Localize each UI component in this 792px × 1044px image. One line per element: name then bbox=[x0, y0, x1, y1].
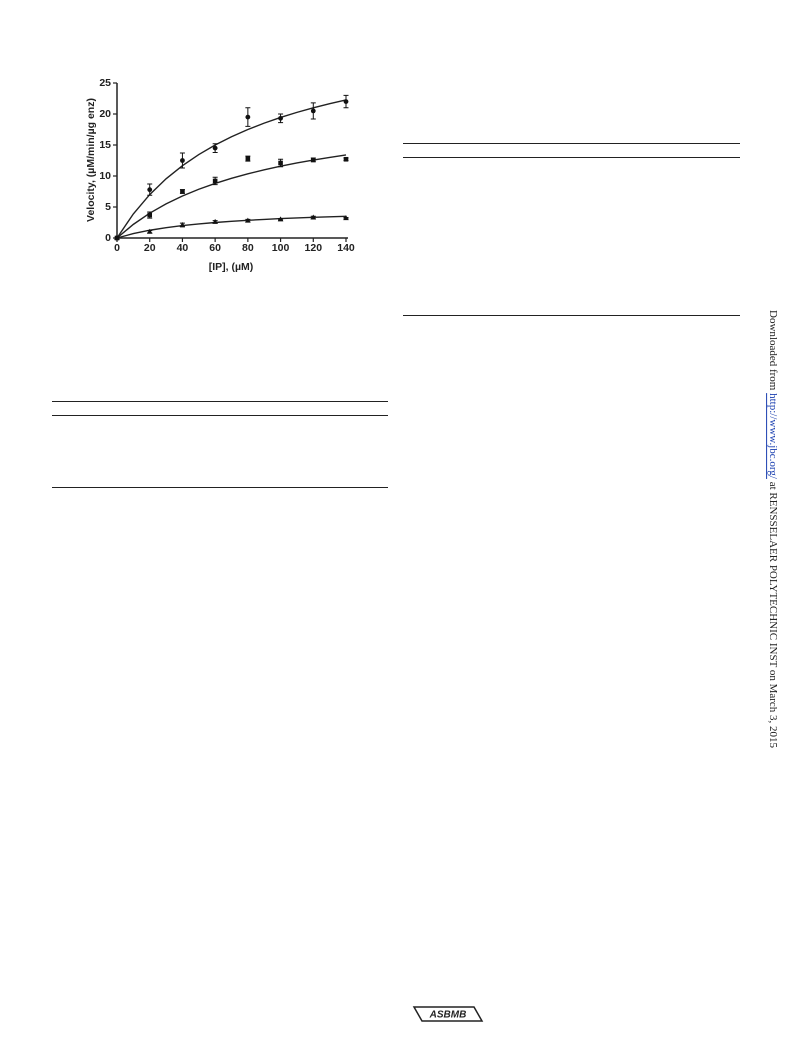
data-point bbox=[310, 214, 317, 220]
data-point bbox=[245, 114, 251, 120]
y-tick-label: 20 bbox=[99, 108, 111, 120]
x-tick-label: 0 bbox=[114, 242, 120, 254]
table-rule bbox=[52, 401, 388, 402]
data-point bbox=[114, 235, 120, 240]
logo-text: ASBMB bbox=[429, 1010, 467, 1021]
x-tick-label: 120 bbox=[305, 242, 323, 254]
table-rule bbox=[403, 315, 740, 316]
x-tick-label: 140 bbox=[337, 242, 355, 254]
note-prefix: Downloaded from bbox=[767, 310, 779, 391]
y-axis-label: Velocity, (µM/min/µg enz) bbox=[85, 98, 97, 222]
data-point bbox=[343, 99, 349, 104]
y-tick-label: 25 bbox=[99, 77, 111, 89]
table-rule bbox=[403, 143, 740, 144]
table-rule bbox=[52, 415, 388, 416]
chart: [IP], (µM) Velocity, (µM/min/µg enz) 0 20… bbox=[85, 77, 355, 273]
data-point bbox=[343, 215, 349, 221]
note-suffix: at RENSSELAER POLYTECHNIC INST on March … bbox=[767, 481, 779, 749]
data-point bbox=[212, 178, 218, 184]
data-point bbox=[146, 228, 153, 234]
data-point bbox=[278, 160, 283, 166]
data-point bbox=[310, 108, 316, 114]
table-rule bbox=[403, 157, 740, 158]
asbmb-logo: ASBMB bbox=[412, 1006, 484, 1022]
table-rule bbox=[52, 487, 388, 488]
x-axis-label: [IP], (µM) bbox=[209, 261, 254, 273]
data-point bbox=[343, 156, 349, 162]
data-point bbox=[179, 221, 186, 227]
fit-curve bbox=[116, 99, 347, 239]
data-point bbox=[245, 217, 251, 223]
x-tick-label: 100 bbox=[272, 242, 290, 254]
y-tick-label: 5 bbox=[105, 201, 111, 213]
x-tick-label: 80 bbox=[242, 242, 254, 254]
logo-frame bbox=[412, 1006, 484, 1022]
x-tick-label: 20 bbox=[144, 242, 156, 254]
data-point bbox=[180, 158, 185, 163]
download-note: Downloaded from http://www.jbc.org/ at R… bbox=[767, 310, 779, 748]
data-point bbox=[212, 218, 218, 224]
y-tick-label: 10 bbox=[99, 170, 111, 182]
data-point bbox=[277, 216, 284, 222]
fit-curve bbox=[116, 154, 347, 239]
x-tick-label: 40 bbox=[177, 242, 189, 254]
data-point bbox=[147, 212, 153, 218]
data-point bbox=[245, 156, 251, 161]
data-point bbox=[147, 187, 153, 193]
x-tick-label: 60 bbox=[209, 242, 221, 254]
journal-link[interactable]: http://www.jbc.org/ bbox=[767, 393, 779, 479]
fit-curve bbox=[116, 215, 347, 239]
y-tick-label: 15 bbox=[99, 139, 111, 151]
data-point bbox=[310, 157, 316, 163]
data-point bbox=[212, 145, 218, 151]
data-point bbox=[278, 115, 283, 121]
y-tick-label: 0 bbox=[105, 232, 111, 244]
data-point bbox=[180, 189, 185, 194]
